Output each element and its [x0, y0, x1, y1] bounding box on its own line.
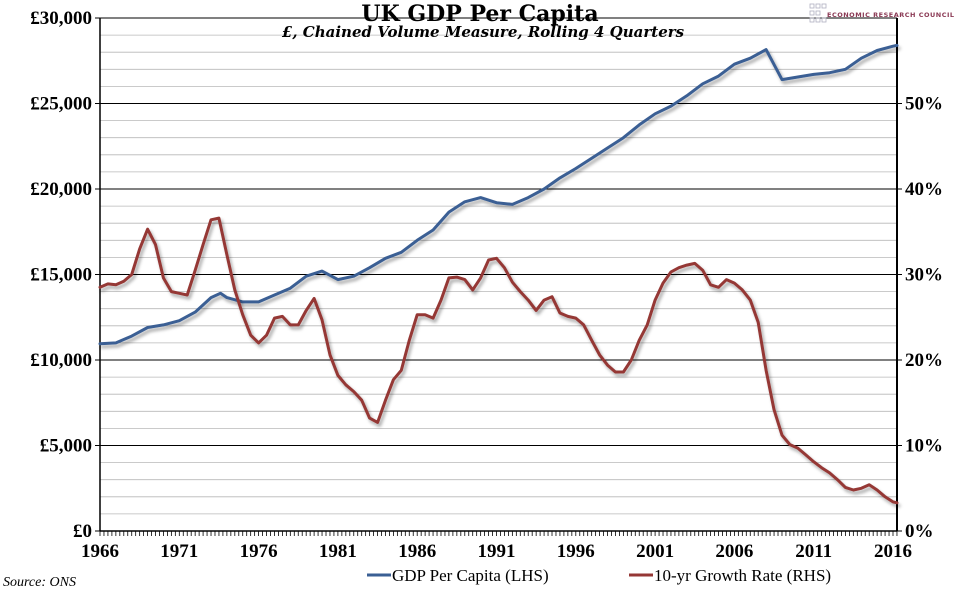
x-tick-label: 1991 — [478, 541, 516, 562]
x-tick-label: 1986 — [398, 541, 436, 562]
legend: GDP Per Capita (LHS) 10-yr Growth Rate (… — [367, 566, 831, 585]
x-tick-label: 2006 — [715, 541, 753, 562]
logo-square — [809, 10, 815, 16]
x-tick-label: 1996 — [557, 541, 595, 562]
chart-title: UK GDP Per Capita — [361, 1, 598, 27]
series-group — [98, 43, 899, 505]
logo-square — [821, 17, 827, 23]
logo-square — [815, 17, 821, 23]
legend-label-gdp: GDP Per Capita (LHS) — [392, 566, 549, 585]
right-tick-label: 10% — [905, 436, 943, 457]
right-tick-label: 30% — [905, 265, 943, 286]
gdp-per-capita-line — [98, 43, 899, 346]
gridlines — [100, 17, 897, 515]
logo-square — [821, 3, 827, 9]
legend-label-growth: 10-yr Growth Rate (RHS) — [654, 566, 831, 585]
x-tick-label: 1976 — [240, 541, 278, 562]
axes: £0 £5,000 £10,000 £15,000 £20,000 £25,000 £30,… — [30, 8, 943, 562]
logo-square — [815, 3, 821, 9]
left-tick-label: £25,000 — [30, 94, 92, 115]
left-tick-label: £0 — [73, 521, 92, 542]
x-tick-label: 2011 — [795, 541, 832, 562]
growth-rate-line — [98, 216, 899, 505]
right-tick-label: 50% — [905, 94, 943, 115]
x-tick-label: 1971 — [160, 541, 198, 562]
source-note: Source: ONS — [3, 575, 76, 590]
x-tick-label: 1966 — [81, 541, 119, 562]
chart-subtitle: £, Chained Volume Measure, Rolling 4 Qua… — [282, 23, 685, 41]
x-tick-label: 1981 — [319, 541, 357, 562]
left-tick-label: £15,000 — [30, 265, 92, 286]
erc-logo: ECONOMIC RESEARCH COUNCIL — [809, 3, 955, 23]
x-tick-label: 2001 — [636, 541, 674, 562]
right-tick-label: 40% — [905, 179, 943, 200]
right-tick-label: 0% — [905, 521, 934, 542]
logo-square — [815, 10, 821, 16]
logo-text: ECONOMIC RESEARCH COUNCIL — [827, 11, 955, 19]
left-tick-label: £20,000 — [30, 179, 92, 200]
logo-square — [809, 3, 815, 9]
logo-square — [809, 17, 815, 23]
left-tick-label: £5,000 — [40, 436, 92, 457]
left-tick-label: £30,000 — [30, 8, 92, 29]
left-tick-label: £10,000 — [30, 350, 92, 371]
right-tick-label: 20% — [905, 350, 943, 371]
x-tick-label: 2016 — [874, 541, 912, 562]
